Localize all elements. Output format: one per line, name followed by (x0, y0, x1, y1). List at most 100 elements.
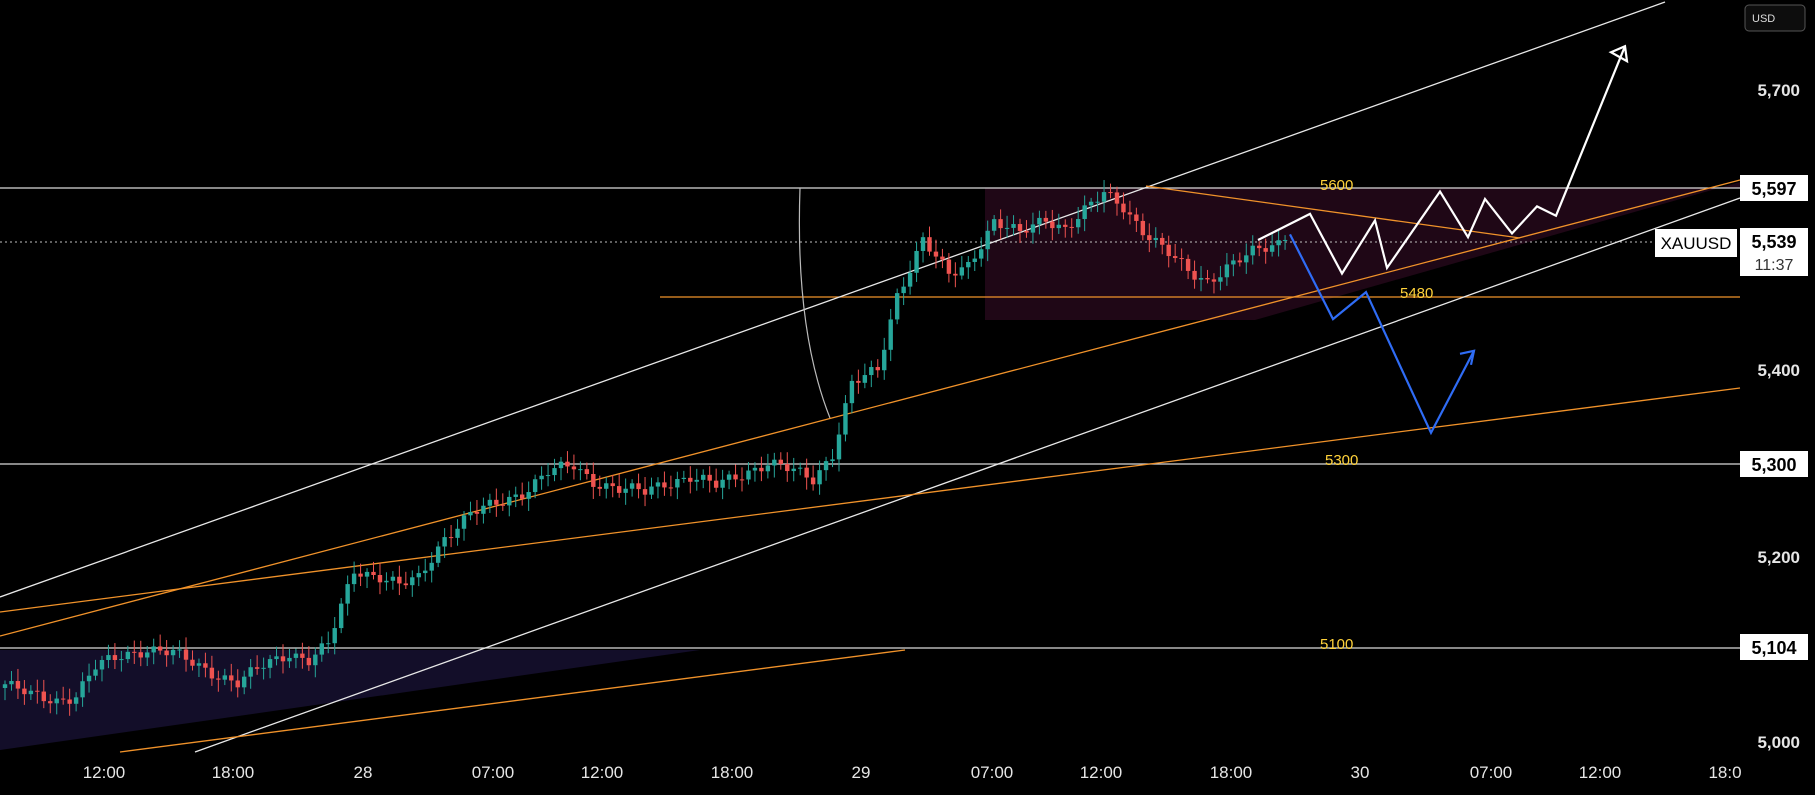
candle-body (597, 486, 602, 489)
candle-body (823, 461, 829, 471)
symbol-tag: XAUUSD (1655, 229, 1737, 257)
candle-body (2, 684, 8, 688)
candle-body (953, 273, 958, 276)
candle-body (675, 479, 680, 488)
candle-body (901, 286, 906, 294)
x-tick-1800-c: 18:00 (1210, 763, 1253, 782)
candle-body (649, 486, 654, 495)
candle-body (1108, 192, 1113, 194)
price-tag-5104: 5,104 (1740, 634, 1808, 660)
candle-body (1224, 264, 1230, 278)
candle-body (668, 487, 674, 489)
candle-body (112, 655, 118, 661)
price-tag-5597: 5,597 (1740, 175, 1808, 201)
candle-body (616, 486, 622, 493)
candle-body (287, 657, 292, 662)
x-tick-0700-a: 07:00 (472, 763, 515, 782)
candle-body (500, 504, 506, 506)
candle-body (1075, 219, 1081, 228)
candle-body (1211, 279, 1217, 282)
candle-body (817, 470, 822, 485)
candle-body (132, 651, 137, 653)
candle-body (1037, 217, 1042, 225)
candle-body (894, 293, 900, 320)
candle-body (940, 256, 945, 260)
candle-body (1257, 245, 1262, 249)
candle-body (985, 230, 990, 250)
candle-body (474, 511, 480, 514)
candle-body (99, 660, 105, 670)
candle-body (397, 576, 402, 584)
x-tick-1800-a: 18:00 (212, 763, 255, 782)
candle-body (972, 258, 977, 262)
candle-body (532, 479, 538, 493)
candle-body (513, 494, 518, 497)
candle-body (1030, 224, 1036, 233)
candle-body (713, 480, 719, 488)
currency-button[interactable]: USD (1744, 4, 1806, 32)
candle-body (662, 482, 667, 488)
candle-body (804, 467, 809, 478)
candle-body (739, 479, 745, 481)
candle-body (591, 473, 596, 487)
candle-body (746, 470, 751, 480)
candle-body (338, 603, 344, 629)
candle-body (377, 574, 383, 583)
candle-body (280, 656, 286, 662)
candle-body (785, 464, 790, 472)
candle-body (720, 479, 725, 488)
candle-body (765, 465, 771, 472)
x-tick-1200-d: 12:00 (1579, 763, 1622, 782)
candle-body (1205, 277, 1210, 280)
candle-body (752, 467, 758, 471)
candle-body (242, 676, 247, 688)
candle-body (1004, 227, 1010, 229)
current-price-value: 5,539 (1751, 232, 1796, 252)
candle-body (1179, 258, 1184, 260)
candle-body (584, 469, 590, 474)
candle-body (1250, 245, 1255, 256)
candle-body (604, 483, 609, 489)
candle-body (164, 650, 169, 656)
candle-body (41, 691, 46, 702)
candle-body (733, 474, 738, 480)
candle-body (991, 219, 997, 231)
candle-body (681, 477, 687, 480)
candle-body (1082, 205, 1087, 220)
candle-body (86, 675, 92, 682)
candle-body (229, 675, 234, 681)
candle-body (203, 663, 208, 668)
orange-descending-line (1145, 185, 1521, 239)
candle-body (332, 628, 337, 644)
candle-body (190, 659, 195, 666)
candle-body (552, 468, 557, 476)
price-tag-5300: 5,300 (1740, 451, 1808, 477)
candle-body (1198, 277, 1204, 280)
x-tick-1800-d: 18:0 (1708, 763, 1741, 782)
channel-upper-line (0, 1, 1666, 598)
candle-body (759, 467, 764, 472)
candle-body (410, 577, 415, 586)
candle-body (507, 496, 512, 506)
upper-consolidation-zone (985, 182, 1740, 320)
candle-body (565, 461, 570, 467)
candle-body (364, 571, 370, 577)
channel-lower-line (194, 197, 1741, 753)
candle-body (48, 701, 53, 704)
x-tick-1200-a: 12:00 (83, 763, 126, 782)
candle-body (1172, 256, 1178, 259)
candle-body (1056, 224, 1061, 229)
x-tick-1800-b: 18:00 (711, 763, 754, 782)
candle-body (22, 688, 27, 695)
candle-body (106, 655, 111, 661)
current-price-box: 5,539 11:37 (1740, 228, 1808, 276)
candle-body (145, 652, 150, 658)
candle-body (701, 474, 706, 480)
candle-body (888, 319, 893, 350)
candle-body (67, 699, 72, 704)
candle-body (1276, 240, 1281, 246)
candle-body (1127, 212, 1133, 215)
candle-body (390, 576, 396, 581)
x-tick-1200-c: 12:00 (1080, 763, 1123, 782)
